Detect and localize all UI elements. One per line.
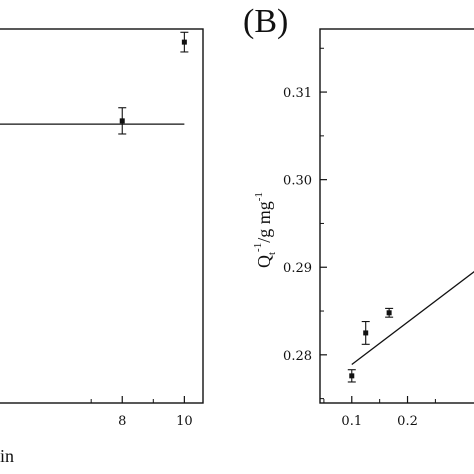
panel-b-plot-frame	[319, 28, 474, 404]
panel-b-y-tick-label-3: 0.31	[283, 86, 312, 101]
panel-a-x-axis-label-fragment: in	[0, 446, 14, 466]
panel-b-marker-2	[386, 310, 392, 316]
panel-b-fit-line	[351, 270, 474, 365]
panel-b-x-tick-label-1: 0.2	[397, 414, 418, 429]
panel-a-point-1	[180, 31, 189, 53]
panel-a-point-0	[118, 107, 127, 135]
panel-a-x-tick-label-0: 8	[118, 414, 126, 429]
panel-b-label: (B)	[243, 3, 288, 40]
panel-a-plot-frame	[0, 28, 204, 404]
panel-a-marker-1	[181, 39, 187, 45]
panel-a: 8 10 in	[0, 28, 204, 466]
panel-a-marker-0	[119, 118, 125, 124]
panel-b-y-tick-label-2: 0.30	[283, 174, 312, 189]
panel-b-marker-1	[363, 330, 369, 336]
panel-b-y-tick-label-1: 0.29	[283, 261, 312, 276]
panel-b-x-tick-label-0: 0.1	[341, 414, 362, 429]
panel-b-point-1	[361, 320, 370, 345]
panel-b-y-axis-label: Qt-1/g mg-1	[252, 192, 278, 268]
panel-b: (B) 0.1 0.2 0.28 0.29 0.30 0.31 Qt-1/g mg-1	[243, 3, 474, 429]
panel-b-point-2	[385, 307, 394, 318]
panel-b-y-tick-label-0: 0.28	[283, 349, 312, 364]
panel-b-point-0	[347, 369, 356, 383]
panel-a-x-tick-label-1: 10	[176, 414, 193, 429]
panel-b-marker-0	[349, 373, 355, 379]
